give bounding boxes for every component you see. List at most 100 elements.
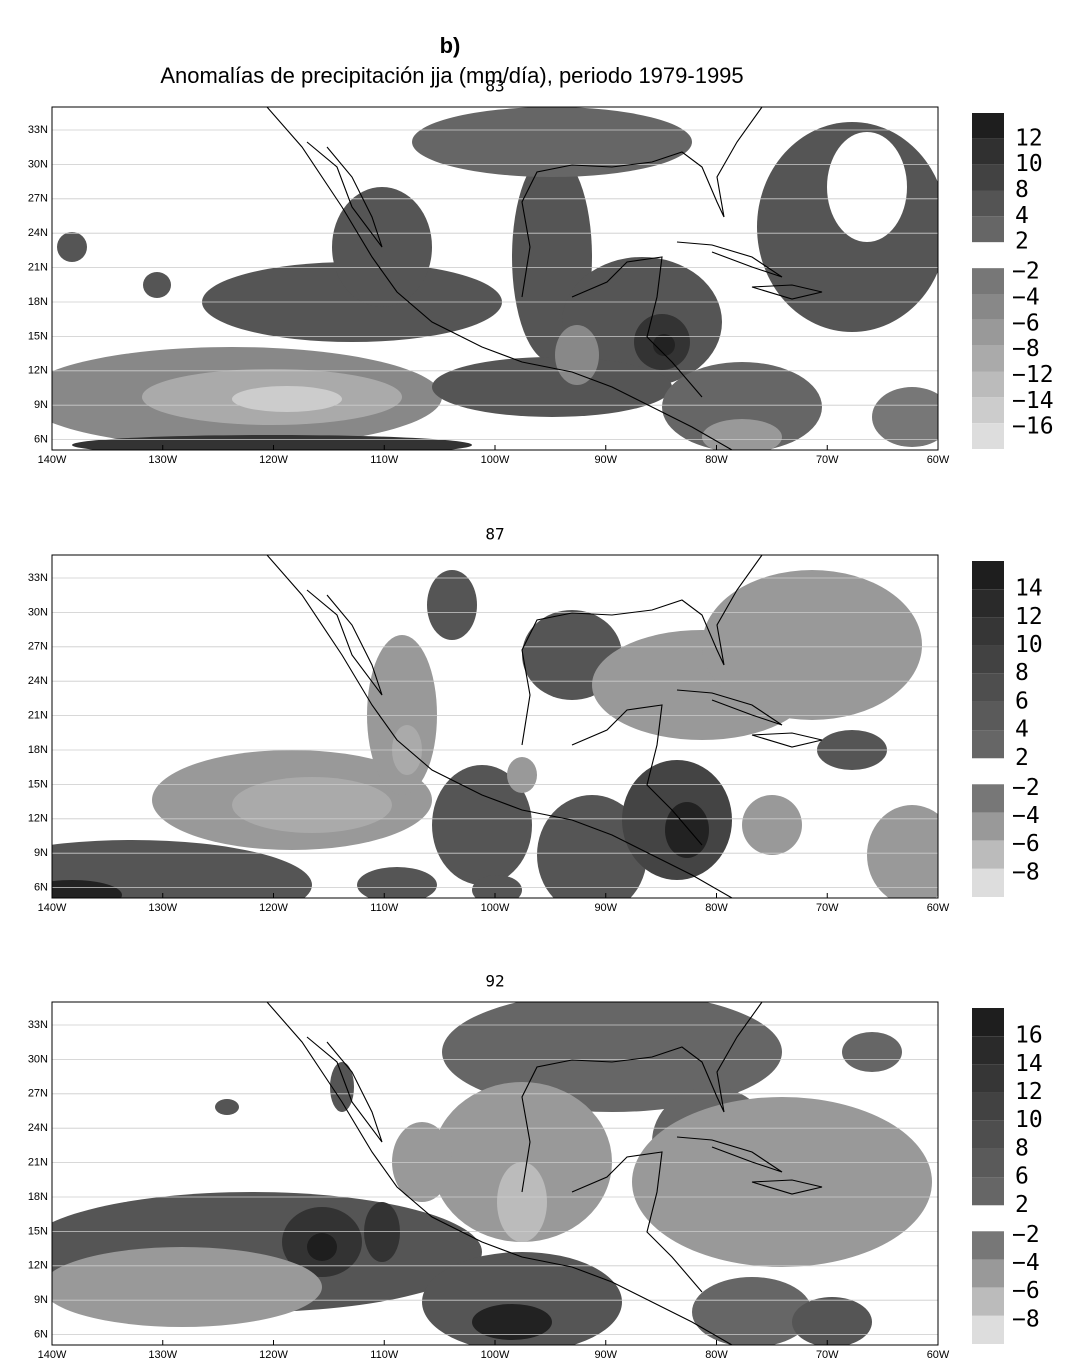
- lat-label: 9N: [34, 1294, 48, 1306]
- lon-label: 130W: [148, 902, 177, 914]
- panel-title: 92: [485, 972, 504, 991]
- colorbar-box: [972, 423, 1004, 449]
- lon-label: 90W: [594, 454, 617, 466]
- lat-label: 21N: [28, 1157, 48, 1169]
- lon-label: 90W: [594, 1349, 617, 1361]
- lat-label: 6N: [34, 1329, 48, 1341]
- map-92: [52, 1002, 938, 1345]
- lat-label: 24N: [28, 227, 48, 239]
- colorbar-box: [972, 1120, 1004, 1149]
- lat-label: 33N: [28, 1019, 48, 1031]
- lon-label: 100W: [481, 454, 510, 466]
- coastline: [306, 141, 383, 248]
- colorbar-box: [972, 1008, 1004, 1037]
- colorbar-box: [972, 164, 1004, 191]
- lon-label: 130W: [148, 1349, 177, 1361]
- colorbar-box: [972, 371, 1004, 398]
- colorbar-box: [972, 216, 1004, 243]
- lat-label: 9N: [34, 399, 48, 411]
- colorbar-label: 4: [1015, 717, 1029, 743]
- lon-label: 70W: [816, 1349, 839, 1361]
- coastline: [266, 107, 733, 450]
- lat-label: 30N: [28, 158, 48, 170]
- lat-label: 15N: [28, 778, 48, 790]
- lat-label: 12N: [28, 813, 48, 825]
- colorbar-box: [972, 673, 1004, 702]
- colorbar-box: [972, 730, 1004, 759]
- colorbar-box: [972, 868, 1004, 897]
- coastline: [751, 732, 823, 748]
- map-87: [52, 555, 938, 898]
- colorbar-label: 14: [1015, 1051, 1043, 1077]
- colorbar-box: [972, 561, 1004, 590]
- lat-label: 6N: [34, 434, 48, 446]
- colorbar-label: 12: [1015, 125, 1043, 151]
- colorbar-label: −4: [1012, 1250, 1040, 1276]
- lat-label: 27N: [28, 193, 48, 205]
- lon-label: 70W: [816, 902, 839, 914]
- colorbar-box: [972, 294, 1004, 320]
- colorbar-box: [972, 319, 1004, 346]
- lon-label: 130W: [148, 454, 177, 466]
- coastline: [521, 555, 763, 746]
- coastline: [751, 284, 823, 300]
- colorbar-label: −2: [1012, 1222, 1040, 1248]
- coastline: [571, 1151, 703, 1293]
- colorbar-box: [972, 1036, 1004, 1065]
- colorbar-label: −4: [1012, 285, 1040, 311]
- colorbar-label: −16: [1012, 414, 1054, 440]
- colorbar-label: 16: [1015, 1023, 1043, 1049]
- lat-label: 9N: [34, 847, 48, 859]
- coastline: [751, 1179, 823, 1195]
- colorbar-label: −2: [1012, 775, 1040, 801]
- colorbar-box: [972, 1231, 1004, 1260]
- lat-label: 30N: [28, 606, 48, 618]
- colorbar-label: 2: [1015, 745, 1029, 771]
- colorbar-label: 10: [1015, 632, 1043, 658]
- colorbar-box: [972, 645, 1004, 674]
- lon-label: 90W: [594, 902, 617, 914]
- colorbar-box: [972, 397, 1004, 424]
- colorbar-label: 2: [1015, 229, 1029, 255]
- lat-label: 21N: [28, 710, 48, 722]
- coastline: [266, 1002, 733, 1345]
- lat-label: 6N: [34, 882, 48, 894]
- colorbar-label: −8: [1012, 859, 1040, 885]
- lon-label: 120W: [259, 454, 288, 466]
- lon-label: 120W: [259, 1349, 288, 1361]
- colorbar-label: 10: [1015, 151, 1043, 177]
- colorbar-label: −6: [1012, 1278, 1040, 1304]
- colorbar-label: 4: [1015, 203, 1029, 229]
- colorbar-label: −6: [1012, 831, 1040, 857]
- colorbar-box: [972, 190, 1004, 217]
- lat-label: 30N: [28, 1053, 48, 1065]
- lon-label: 110W: [370, 1349, 399, 1361]
- lon-label: 140W: [38, 902, 67, 914]
- lat-label: 12N: [28, 365, 48, 377]
- lat-label: 24N: [28, 675, 48, 687]
- coastline: [521, 107, 763, 298]
- colorbar-box: [972, 1259, 1004, 1288]
- colorbar-box: [972, 1287, 1004, 1316]
- colorbar-label: −12: [1012, 362, 1054, 388]
- colorbar-label: 2: [1015, 1192, 1029, 1218]
- colorbar-box: [972, 617, 1004, 646]
- lat-label: 18N: [28, 1191, 48, 1203]
- lat-label: 24N: [28, 1122, 48, 1134]
- colorbar-label: −8: [1012, 1306, 1040, 1332]
- colorbar-box: [972, 1148, 1004, 1178]
- lon-label: 60W: [927, 902, 950, 914]
- colorbar-box: [972, 1177, 1004, 1206]
- lat-label: 18N: [28, 296, 48, 308]
- lat-label: 15N: [28, 1225, 48, 1237]
- colorbar-label: −2: [1012, 259, 1040, 285]
- lon-label: 70W: [816, 454, 839, 466]
- colorbar-label: 8: [1015, 1135, 1029, 1161]
- lon-label: 60W: [927, 1349, 950, 1361]
- figure-label: b): [440, 33, 461, 58]
- colorbar-label: −8: [1012, 336, 1040, 362]
- lat-label: 33N: [28, 572, 48, 584]
- lat-label: 21N: [28, 262, 48, 274]
- lon-label: 100W: [481, 902, 510, 914]
